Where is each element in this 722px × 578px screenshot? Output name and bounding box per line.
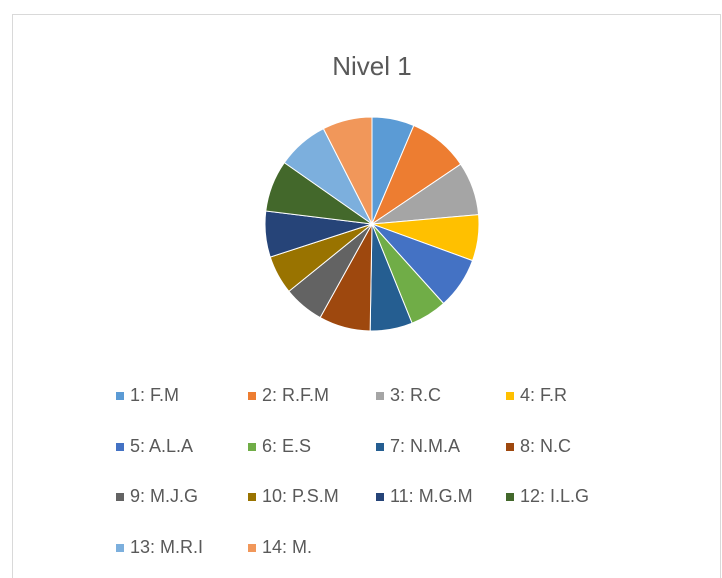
pie-slice bbox=[322, 116, 373, 225]
legend-swatch bbox=[116, 443, 124, 451]
legend-swatch bbox=[506, 392, 514, 400]
legend-swatch bbox=[248, 443, 256, 451]
legend-swatch bbox=[116, 493, 124, 501]
legend-swatch bbox=[376, 493, 384, 501]
legend-swatch bbox=[248, 493, 256, 501]
legend-label: 13: M.R.I bbox=[130, 537, 203, 557]
legend-swatch bbox=[116, 544, 124, 552]
legend-label: 4: F.R bbox=[520, 385, 567, 405]
legend-swatch bbox=[376, 443, 384, 451]
legend-label: 9: M.J.G bbox=[130, 486, 198, 506]
legend-label: 6: E.S bbox=[262, 436, 311, 456]
legend-swatch bbox=[248, 544, 256, 552]
chart-title: Nivel 1 bbox=[332, 51, 411, 81]
legend-label: 7: N.M.A bbox=[390, 436, 460, 456]
legend-label: 2: R.F.M bbox=[262, 385, 329, 405]
legend-label: 14: M. bbox=[262, 537, 312, 557]
legend-swatch bbox=[116, 392, 124, 400]
legend-label: 11: M.G.M bbox=[390, 486, 473, 506]
legend-swatch bbox=[506, 493, 514, 501]
legend-label: 1: F.M bbox=[130, 385, 179, 405]
legend-label: 10: P.S.M bbox=[262, 486, 339, 506]
legend-swatch bbox=[506, 443, 514, 451]
legend-swatch bbox=[376, 392, 384, 400]
legend-swatch bbox=[248, 392, 256, 400]
legend-label: 12: I.L.G bbox=[520, 486, 589, 506]
legend-label: 5: A.L.A bbox=[130, 436, 193, 456]
legend-label: 8: N.C bbox=[520, 436, 571, 456]
legend-label: 3: R.C bbox=[390, 385, 441, 405]
